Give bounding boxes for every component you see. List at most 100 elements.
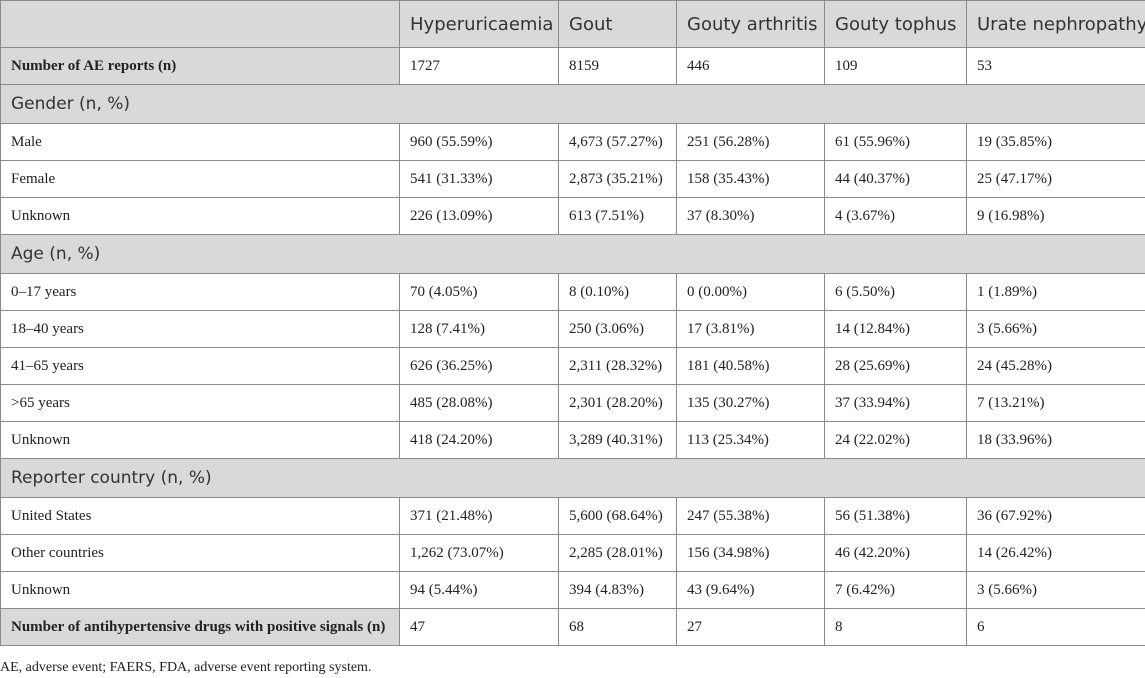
section-header-age: Age (n, %)	[0, 234, 1145, 274]
table-cell: 626 (36.25%)	[399, 347, 559, 385]
table-cell: 18 (33.96%)	[966, 421, 1145, 459]
data-table: Hyperuricaemia Gout Gouty arthritis Gout…	[0, 0, 1145, 646]
table-cell: 156 (34.98%)	[676, 534, 825, 572]
table-row: Unknown 94 (5.44%) 394 (4.83%) 43 (9.64%…	[0, 571, 1145, 609]
table-cell: 61 (55.96%)	[824, 123, 967, 161]
table-row: Unknown 418 (24.20%) 3,289 (40.31%) 113 …	[0, 421, 1145, 459]
section-header-gender: Gender (n, %)	[0, 84, 1145, 124]
table-cell: 6	[966, 608, 1145, 646]
row-label: Number of antihypertensive drugs with po…	[0, 608, 400, 646]
table-row: >65 years 485 (28.08%) 2,301 (28.20%) 13…	[0, 384, 1145, 422]
table-cell: 8159	[558, 47, 677, 85]
row-label: Unknown	[0, 197, 400, 235]
table-cell: 485 (28.08%)	[399, 384, 559, 422]
table-cell: 251 (56.28%)	[676, 123, 825, 161]
column-header: Gouty tophus	[824, 0, 967, 48]
table-cell: 24 (22.02%)	[824, 421, 967, 459]
table-cell: 2,311 (28.32%)	[558, 347, 677, 385]
table-cell: 27	[676, 608, 825, 646]
table-cell: 8	[824, 608, 967, 646]
table-cell: 37 (8.30%)	[676, 197, 825, 235]
row-label: 41–65 years	[0, 347, 400, 385]
table-cell: 2,285 (28.01%)	[558, 534, 677, 572]
table-row: Other countries 1,262 (73.07%) 2,285 (28…	[0, 534, 1145, 572]
table-cell: 394 (4.83%)	[558, 571, 677, 609]
column-header: Gout	[558, 0, 677, 48]
table-row: Female 541 (31.33%) 2,873 (35.21%) 158 (…	[0, 160, 1145, 198]
row-label: Number of AE reports (n)	[0, 47, 400, 85]
row-label: Male	[0, 123, 400, 161]
table-cell: 47	[399, 608, 559, 646]
table-cell: 43 (9.64%)	[676, 571, 825, 609]
table-cell: 113 (25.34%)	[676, 421, 825, 459]
table-cell: 4,673 (57.27%)	[558, 123, 677, 161]
table-cell: 3 (5.66%)	[966, 310, 1145, 348]
table-cell: 371 (21.48%)	[399, 497, 559, 535]
column-header: Gouty arthritis	[676, 0, 825, 48]
table-cell: 17 (3.81%)	[676, 310, 825, 348]
header-corner-cell	[0, 0, 400, 48]
table-cell: 250 (3.06%)	[558, 310, 677, 348]
table-cell: 1,262 (73.07%)	[399, 534, 559, 572]
table-cell: 446	[676, 47, 825, 85]
table-row: Male 960 (55.59%) 4,673 (57.27%) 251 (56…	[0, 123, 1145, 161]
table-cell: 44 (40.37%)	[824, 160, 967, 198]
table-cell: 2,301 (28.20%)	[558, 384, 677, 422]
table-cell: 5,600 (68.64%)	[558, 497, 677, 535]
column-header: Hyperuricaemia	[399, 0, 559, 48]
section-header-country: Reporter country (n, %)	[0, 458, 1145, 498]
row-label: Unknown	[0, 571, 400, 609]
table-cell: 6 (5.50%)	[824, 273, 967, 311]
ae-reports-row: Number of AE reports (n) 1727 8159 446 1…	[0, 47, 1145, 85]
table-cell: 109	[824, 47, 967, 85]
table-cell: 613 (7.51%)	[558, 197, 677, 235]
table-row: Unknown 226 (13.09%) 613 (7.51%) 37 (8.3…	[0, 197, 1145, 235]
table-cell: 7 (6.42%)	[824, 571, 967, 609]
table-cell: 14 (12.84%)	[824, 310, 967, 348]
header-row: Hyperuricaemia Gout Gouty arthritis Gout…	[0, 0, 1145, 48]
table-cell: 0 (0.00%)	[676, 273, 825, 311]
table-row: 0–17 years 70 (4.05%) 8 (0.10%) 0 (0.00%…	[0, 273, 1145, 311]
section-title: Gender (n, %)	[0, 84, 1145, 124]
table-cell: 70 (4.05%)	[399, 273, 559, 311]
table-cell: 28 (25.69%)	[824, 347, 967, 385]
table-cell: 36 (67.92%)	[966, 497, 1145, 535]
table-cell: 960 (55.59%)	[399, 123, 559, 161]
table-cell: 4 (3.67%)	[824, 197, 967, 235]
section-title: Age (n, %)	[0, 234, 1145, 274]
column-header: Urate nephropathy	[966, 0, 1145, 48]
table-cell: 8 (0.10%)	[558, 273, 677, 311]
positive-signals-row: Number of antihypertensive drugs with po…	[0, 608, 1145, 646]
table-cell: 1727	[399, 47, 559, 85]
section-title: Reporter country (n, %)	[0, 458, 1145, 498]
row-label: 18–40 years	[0, 310, 400, 348]
table-row: 41–65 years 626 (36.25%) 2,311 (28.32%) …	[0, 347, 1145, 385]
row-label: United States	[0, 497, 400, 535]
table-cell: 19 (35.85%)	[966, 123, 1145, 161]
table-cell: 418 (24.20%)	[399, 421, 559, 459]
table-cell: 94 (5.44%)	[399, 571, 559, 609]
row-label: 0–17 years	[0, 273, 400, 311]
row-label: Female	[0, 160, 400, 198]
table-cell: 14 (26.42%)	[966, 534, 1145, 572]
row-label: >65 years	[0, 384, 400, 422]
table-cell: 3,289 (40.31%)	[558, 421, 677, 459]
table-cell: 135 (30.27%)	[676, 384, 825, 422]
table-row: United States 371 (21.48%) 5,600 (68.64%…	[0, 497, 1145, 535]
row-label: Unknown	[0, 421, 400, 459]
row-label: Other countries	[0, 534, 400, 572]
table-cell: 158 (35.43%)	[676, 160, 825, 198]
table-cell: 3 (5.66%)	[966, 571, 1145, 609]
table-cell: 25 (47.17%)	[966, 160, 1145, 198]
table-cell: 7 (13.21%)	[966, 384, 1145, 422]
table-cell: 9 (16.98%)	[966, 197, 1145, 235]
table-cell: 2,873 (35.21%)	[558, 160, 677, 198]
table-cell: 1 (1.89%)	[966, 273, 1145, 311]
table-cell: 56 (51.38%)	[824, 497, 967, 535]
table-footnote: AE, adverse event; FAERS, FDA, adverse e…	[0, 660, 372, 675]
table-cell: 24 (45.28%)	[966, 347, 1145, 385]
table-cell: 53	[966, 47, 1145, 85]
table-cell: 541 (31.33%)	[399, 160, 559, 198]
table-cell: 181 (40.58%)	[676, 347, 825, 385]
table-row: 18–40 years 128 (7.41%) 250 (3.06%) 17 (…	[0, 310, 1145, 348]
